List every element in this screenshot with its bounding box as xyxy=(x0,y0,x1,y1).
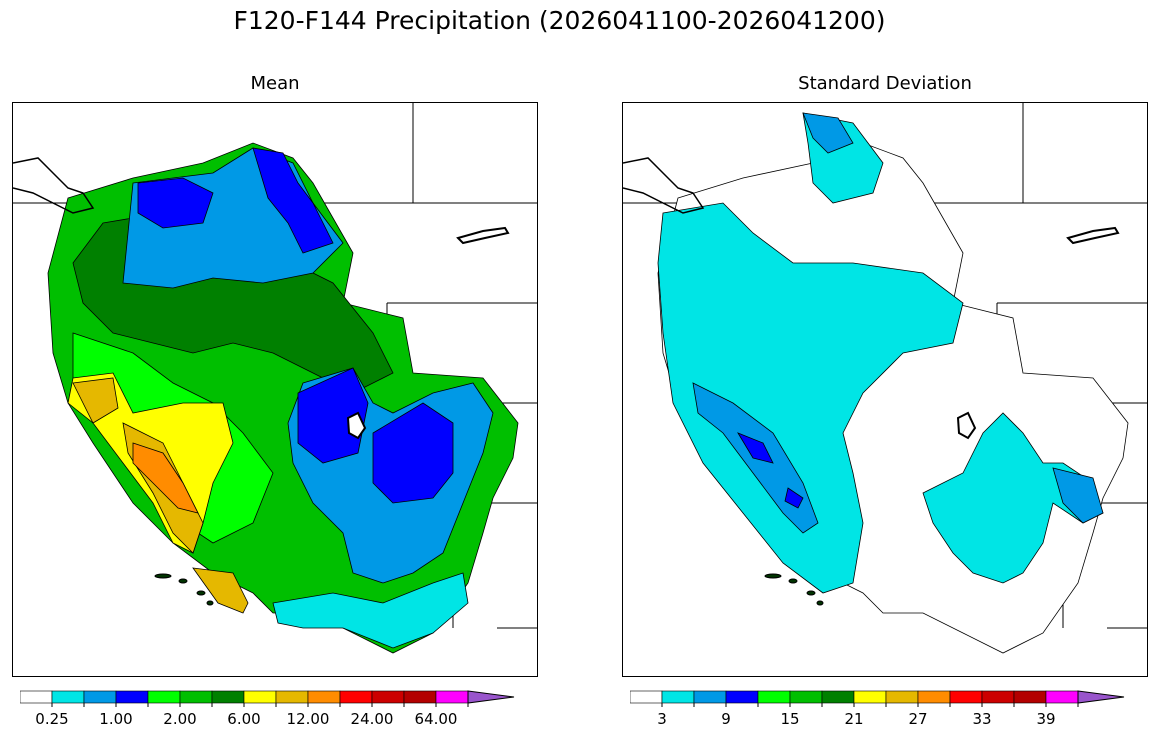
mean-colorbar-extend-arrow xyxy=(467,690,515,704)
mean-colorbar-segment xyxy=(339,690,373,704)
std-colorbar-segment xyxy=(917,690,951,704)
mean-colorbar-tick-label: 12.00 xyxy=(286,710,330,728)
std-colorbar-segment xyxy=(949,690,983,704)
basin-region-darkblue-east xyxy=(297,367,369,464)
mean-colorbar-tick-label: 64.00 xyxy=(414,710,458,728)
mean-colorbar xyxy=(20,690,515,707)
mean-colorbar-segment xyxy=(51,690,85,704)
std-colorbar-segment xyxy=(981,690,1015,704)
std-map xyxy=(622,102,1148,677)
std-colorbar-tick-label: 15 xyxy=(780,710,800,728)
basin-region-cyan-south xyxy=(272,572,469,649)
mean-colorbar-segment xyxy=(147,690,181,704)
mean-colorbar-tick-label: 1.00 xyxy=(99,710,133,728)
std-colorbar-tick-label: 9 xyxy=(721,710,731,728)
std-colorbar-tick-label: 39 xyxy=(1036,710,1056,728)
std-colorbar-tick-label: 3 xyxy=(657,710,667,728)
great-salt-lake xyxy=(956,411,977,440)
std-colorbar-segment xyxy=(693,690,727,704)
mean-colorbar-segment xyxy=(403,690,437,704)
mean-colorbar-segment xyxy=(20,690,53,704)
std-colorbar-segment xyxy=(853,690,887,704)
puget-coast xyxy=(13,157,95,214)
mean-colorbar-tick-label: 0.25 xyxy=(35,710,69,728)
basin-region-blue-north xyxy=(802,112,854,154)
basin-region-darkblue-north xyxy=(137,177,214,229)
basin-region-blue-east xyxy=(1052,467,1104,524)
std-colorbar-tick-label: 21 xyxy=(844,710,864,728)
mean-colorbar-segment xyxy=(115,690,149,704)
std-colorbar-segment xyxy=(630,690,663,704)
mean-colorbar-segment xyxy=(243,690,277,704)
mean-colorbar-tick-label: 24.00 xyxy=(350,710,394,728)
basin-region-cyan-west xyxy=(657,202,964,594)
basin-region-darkblue-sierra xyxy=(737,432,804,509)
mean-colorbar-segment xyxy=(435,690,469,704)
mean-colorbar-segment xyxy=(275,690,309,704)
std-colorbar-segment xyxy=(661,690,695,704)
std-colorbar-tick-label: 33 xyxy=(972,710,992,728)
mean-colorbar-segment xyxy=(179,690,213,704)
mean-colorbar-segment xyxy=(83,690,117,704)
std-colorbar xyxy=(630,690,1125,707)
std-colorbar-segment xyxy=(725,690,759,704)
mean-colorbar-segment xyxy=(307,690,341,704)
islands xyxy=(764,573,824,606)
std-colorbar-segment xyxy=(1013,690,1047,704)
std-colorbar-extend-arrow xyxy=(1077,690,1125,704)
mean-colorbar-tick-label: 6.00 xyxy=(227,710,261,728)
mean-colorbar-tick-label: 2.00 xyxy=(163,710,197,728)
std-panel-title: Standard Deviation xyxy=(798,73,972,94)
mean-colorbar-segment xyxy=(371,690,405,704)
mean-map xyxy=(12,102,538,677)
mean-colorbar-segment xyxy=(211,690,245,704)
mean-panel-title: Mean xyxy=(250,73,300,94)
islands xyxy=(154,573,214,606)
great-salt-lake xyxy=(346,411,367,440)
std-colorbar-tick-label: 27 xyxy=(908,710,928,728)
figure-title: F120-F144 Precipitation (2026041100-2026… xyxy=(233,6,886,35)
std-colorbar-segment xyxy=(821,690,855,704)
basin-region-darkblue-ne xyxy=(252,147,334,254)
lake-ontario-like xyxy=(456,226,510,245)
std-colorbar-segment xyxy=(789,690,823,704)
lake-ontario-like xyxy=(1066,226,1120,245)
std-colorbar-segment xyxy=(757,690,791,704)
basin-region-orange xyxy=(132,442,199,514)
std-colorbar-segment xyxy=(1045,690,1079,704)
std-colorbar-segment xyxy=(885,690,919,704)
basin-region-darkblue-se xyxy=(372,402,454,504)
puget-coast xyxy=(623,157,705,214)
